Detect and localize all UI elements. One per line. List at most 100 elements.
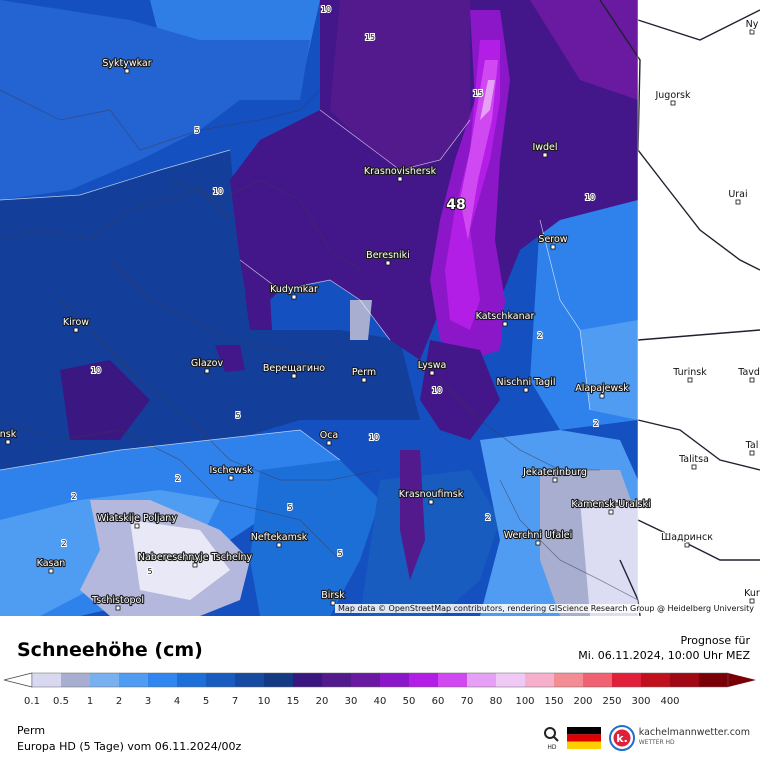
legend-swatch [322,673,352,687]
city-marker: Nischni Tagil [495,376,557,393]
city-label: Urai [728,189,747,200]
city-dot [276,542,282,548]
city-label: Nischni Tagil [497,377,556,388]
isoline-label: 10 [213,187,223,196]
city-label: Talitsa [678,454,709,465]
svg-text:k.: k. [616,732,628,745]
purple-blob [60,360,150,440]
map-attribution[interactable]: Map data © OpenStreetMap contributors, r… [335,604,757,613]
city-marker: Kamensk-Uralski [570,498,652,515]
city-label: Ny [746,19,759,30]
isoline-label: 10 [91,366,101,375]
isoline-label: 2 [593,419,598,428]
legend-swatch [554,673,584,687]
city-dot [749,377,755,383]
purple-zone [420,340,500,440]
city-dot [204,368,210,374]
city-label: Katschkanar [476,311,535,322]
city-label: Glazov [191,358,224,369]
city-label: Krasnoufimsk [399,489,464,500]
forecast-label: Prognose für [680,634,751,647]
city-marker: Lyswa [417,359,447,376]
isoline-label: 15 [365,33,375,42]
city-label: Kudymkar [270,284,318,295]
city-label: Wiatskije Poljany [97,513,177,524]
kachelmann-k-logo-icon[interactable]: k. [608,725,635,751]
map-title: Schneehöhe (cm) [17,639,203,661]
germany-flag-icon[interactable] [566,727,601,749]
city-marker: Werchni Ufalei [503,529,573,546]
city-label: Nabereschnyje Tschelny [138,552,253,563]
city-marker: Jekaterinburg [521,466,588,483]
city-label: Iwdel [532,142,557,153]
city-marker: Serow [537,233,569,250]
legend-swatch [148,673,178,687]
city-label: Syktywkar [102,58,151,69]
city-label: Ischewsk [209,465,253,476]
brand-text[interactable]: kachelmannwetter.com WETTER HD [639,728,750,748]
city-label: Beresniki [366,250,410,261]
city-marker: Krasnoufimsk [398,488,465,505]
branding: HD k. kachelmannwetter.com WETTER HD [543,723,750,753]
city-marker: Wiatskije Poljany [96,512,178,529]
legend-tick: 2 [115,696,123,707]
legend-frame [31,672,729,688]
city-label: Krasnovishersk [364,166,437,177]
city-dot [608,509,614,515]
legend-swatch [641,673,671,687]
legend-swatch [32,673,62,687]
city-label: Neftekamsk [251,532,308,543]
city-label: Turinsk [672,367,707,378]
magnifier-hd-icon[interactable]: HD [543,726,561,750]
city-marker: Oca [319,429,339,446]
city-dot [5,439,11,445]
city-dot [361,377,367,383]
city-marker: Tavda [736,366,760,383]
isolines [0,109,591,471]
city-marker: Kur [743,587,760,604]
forecast-date: Mi. 06.11.2024, 10:00 Uhr MEZ [578,649,750,662]
city-dot [749,29,755,35]
city-marker: Tal [744,439,759,456]
legend-tick: 100 [515,696,535,707]
city-marker: Ischewsk [208,464,254,481]
legend-swatch [293,673,323,687]
city-label: Birsk [321,590,345,601]
city-layer: Syktywkar Krasnovishersk Iwdel Jugorsk Urai S… [0,18,760,611]
city-dot [326,440,332,446]
legend-swatch [525,673,555,687]
shade-zone [250,460,380,616]
purple-blob [215,345,245,372]
legend-tick: 250 [602,696,622,707]
city-label: Kur [744,588,760,599]
legend-tick: 30 [344,696,358,707]
color-legend-bar [3,672,756,688]
isoline-label: 10 [321,5,331,14]
city-label: Kirow [63,317,89,328]
shade-zone [580,500,638,616]
city-dot [134,523,140,529]
legend-right-arrow [728,673,756,687]
legend-swatch [467,673,497,687]
city-marker: Neftekamsk [250,531,309,548]
isoline-label: 10 [585,193,595,202]
legend-tick: 10 [257,696,271,707]
legend-swatch [206,673,236,687]
city-label: Jugorsk [654,90,691,101]
city-marker: Birsk [320,589,346,606]
city-dot [735,199,741,205]
city-marker: Perm [351,366,377,383]
city-dot [429,370,435,376]
legend-tick: 5 [202,696,210,707]
city-dot [385,260,391,266]
shade-zone [360,470,500,616]
city-label: Perm [352,367,376,378]
city-dot [115,605,121,611]
legend-swatch [351,673,381,687]
isoline-labels: 10 15 15 10 10 5 5 10 5 2 2 2 5 10 10 2 2 5 2 [60,4,599,577]
brand-name: kachelmannwetter.com [638,727,750,738]
legend-swatch [409,673,439,687]
city-label: Jekaterinburg [522,467,587,478]
model-label: Europa HD (5 Tage) vom 06.11.2024/00z [17,740,242,753]
location-label: Perm [17,724,46,737]
